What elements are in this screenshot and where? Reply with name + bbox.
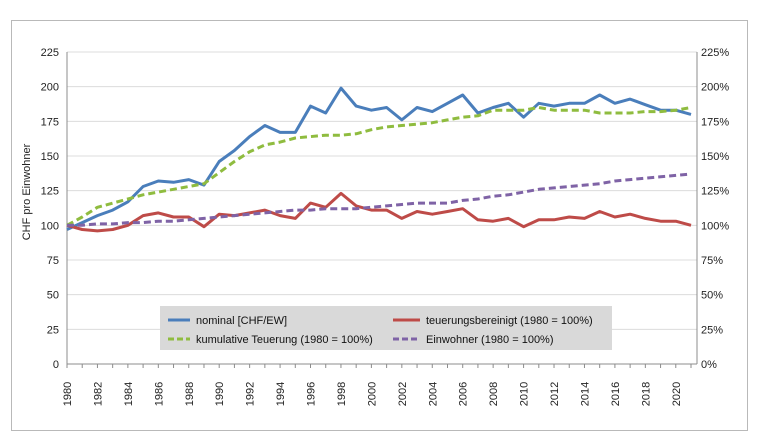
right-tick-label: 100%: [701, 220, 729, 232]
right-axis-ticks: 0% 25% 50% 75% 100% 125% 150% 175% 200% 225%: [701, 47, 729, 371]
left-tick-label: 225: [41, 47, 59, 59]
left-tick-label: 150: [41, 151, 59, 163]
left-tick-label: 25: [47, 324, 59, 336]
right-tick-label: 175%: [701, 116, 729, 128]
x-tick-label: 2006: [458, 382, 470, 406]
x-tick-label: 1982: [92, 382, 104, 406]
right-tick-label: 225%: [701, 47, 729, 59]
left-tick-label: 50: [47, 290, 59, 302]
series-line-1: [66, 191, 692, 233]
x-tick-label: 2002: [397, 382, 409, 406]
x-tick-label: 1984: [123, 382, 135, 406]
x-tick-label: 1980: [62, 382, 74, 406]
x-tick-label: 2018: [640, 382, 652, 406]
left-tick-label: 0: [53, 359, 59, 371]
y-axis-title: CHF pro Einwohner: [21, 143, 33, 240]
x-axis-ticks: 1980 1982 1984 1986 1988 1990 1992 1994 1996 1998…: [62, 364, 692, 406]
x-tick-label: 1988: [184, 382, 196, 406]
x-tick-label: 1994: [275, 382, 287, 406]
right-tick-label: 125%: [701, 186, 729, 198]
right-tick-label: 150%: [701, 151, 729, 163]
x-tick-label: 1986: [153, 382, 165, 406]
x-tick-label: 2004: [427, 382, 439, 406]
series-line-3: [67, 172, 692, 227]
legend-label-nominal: nominal [CHF/EW]: [196, 315, 287, 327]
legend-label-kumulative-teuerung: kumulative Teuerung (1980 = 100%): [196, 334, 373, 346]
x-tick-label: 2010: [519, 382, 531, 406]
right-tick-label: 25%: [701, 324, 723, 336]
series-line-0: [66, 86, 692, 231]
x-tick-label: 2016: [610, 382, 622, 406]
left-tick-label: 75: [47, 255, 59, 267]
x-tick-label: 2008: [488, 382, 500, 406]
right-tick-label: 200%: [701, 82, 729, 94]
left-tick-label: 175: [41, 116, 59, 128]
x-tick-label: 2014: [579, 382, 591, 406]
legend-label-teuerungsbereinigt: teuerungsbereinigt (1980 = 100%): [426, 315, 593, 327]
x-tick-label: 2020: [671, 382, 683, 406]
x-tick-label: 2000: [366, 382, 378, 406]
legend: nominal [CHF/EW] teuerungsbereinigt (198…: [160, 306, 612, 350]
x-tick-label: 1992: [245, 382, 257, 406]
x-tick-label: 1996: [306, 382, 318, 406]
left-tick-label: 125: [41, 186, 59, 198]
left-tick-label: 100: [41, 220, 59, 232]
chart-border: [11, 20, 748, 431]
x-tick-label: 1990: [214, 382, 226, 406]
x-tick-label: 2012: [549, 382, 561, 406]
right-tick-label: 50%: [701, 290, 723, 302]
series-lines: [66, 86, 692, 233]
left-tick-label: 200: [41, 82, 59, 94]
series-line-2: [66, 106, 692, 227]
left-axis-ticks: 0 25 50 75 100 125 150 175 200 225: [41, 47, 59, 371]
legend-label-einwohner: Einwohner (1980 = 100%): [426, 334, 554, 346]
right-tick-label: 0%: [701, 359, 717, 371]
right-tick-label: 75%: [701, 255, 723, 267]
x-tick-label: 1998: [336, 382, 348, 406]
legend-background: [160, 306, 612, 350]
gridlines: [66, 51, 698, 365]
